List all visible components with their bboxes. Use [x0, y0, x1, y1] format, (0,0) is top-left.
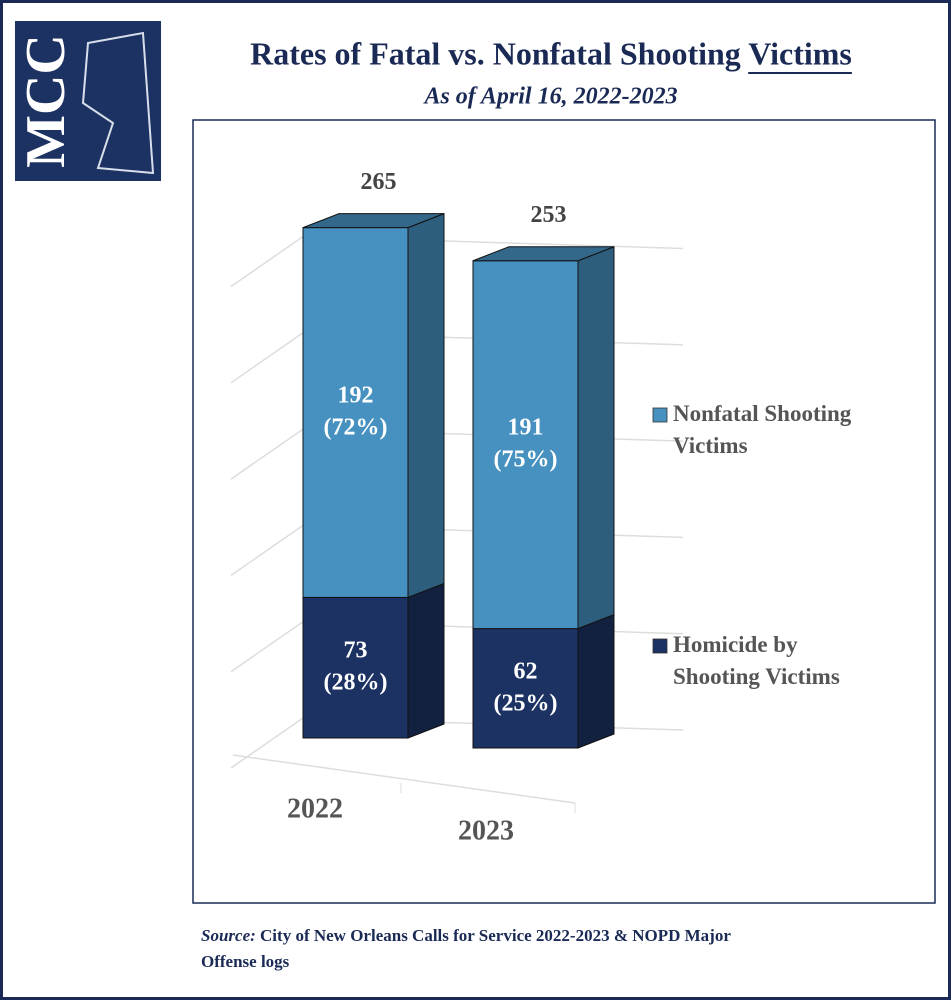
grid-line [230, 235, 684, 288]
source-text: City of New Orleans Calls for Service 20… [201, 926, 731, 971]
x-tick-label: 2023 [458, 815, 514, 846]
floor-edge [232, 754, 576, 804]
chart: MCC Rates of Fatal vs. Nonfatal Shooting… [15, 21, 936, 904]
total-label: 265 [361, 169, 397, 195]
logo-wolf [81, 31, 155, 175]
value-label-line: 191 [508, 414, 544, 440]
value-label-line: 192 [338, 382, 374, 408]
value-label-line: (72%) [324, 414, 388, 440]
bar-top [472, 246, 615, 262]
bar-front [472, 260, 579, 630]
value-label-line: (75%) [494, 446, 558, 472]
chart-subtitle: As of April 16, 2022-2023 [422, 84, 677, 110]
grid-line [230, 524, 684, 577]
value-label-line: 73 [344, 637, 368, 663]
logo-text: MCC [15, 34, 77, 168]
grid-line [230, 428, 684, 480]
grid-line [230, 332, 684, 384]
total-label: 253 [531, 202, 567, 228]
x-tick-label: 2022 [287, 793, 343, 824]
value-label-line: (28%) [324, 669, 388, 695]
value-label: 192 (72%) [324, 382, 388, 440]
legend-label: Nonfatal Shooting Victims [673, 401, 852, 458]
bar-front [302, 227, 409, 598]
value-label: 62 (25%) [494, 658, 558, 716]
value-label-line: (25%) [494, 690, 558, 716]
bar-side [577, 613, 615, 749]
plot-frame [192, 119, 936, 904]
legend-swatch [652, 638, 668, 654]
chart-title: Rates of Fatal vs. Nonfatal Shooting Vic… [250, 35, 852, 71]
value-label-line: 62 [514, 658, 538, 684]
grid-line [230, 620, 684, 673]
bar-side [407, 212, 445, 599]
bar-side [407, 582, 445, 739]
bar-front [302, 596, 409, 739]
bar-side [577, 246, 615, 630]
bar-front [472, 628, 579, 749]
source-label: Source: [201, 926, 256, 945]
legend-swatch [652, 407, 668, 423]
bar-top [302, 213, 445, 229]
value-label: 73 (28%) [324, 637, 388, 695]
legend-label: Homicide by Shooting Victims [673, 632, 840, 689]
value-label: 191 (75%) [494, 414, 558, 472]
source: Source: City of New Orleans Calls for Se… [201, 923, 746, 975]
grid-line [230, 717, 684, 769]
